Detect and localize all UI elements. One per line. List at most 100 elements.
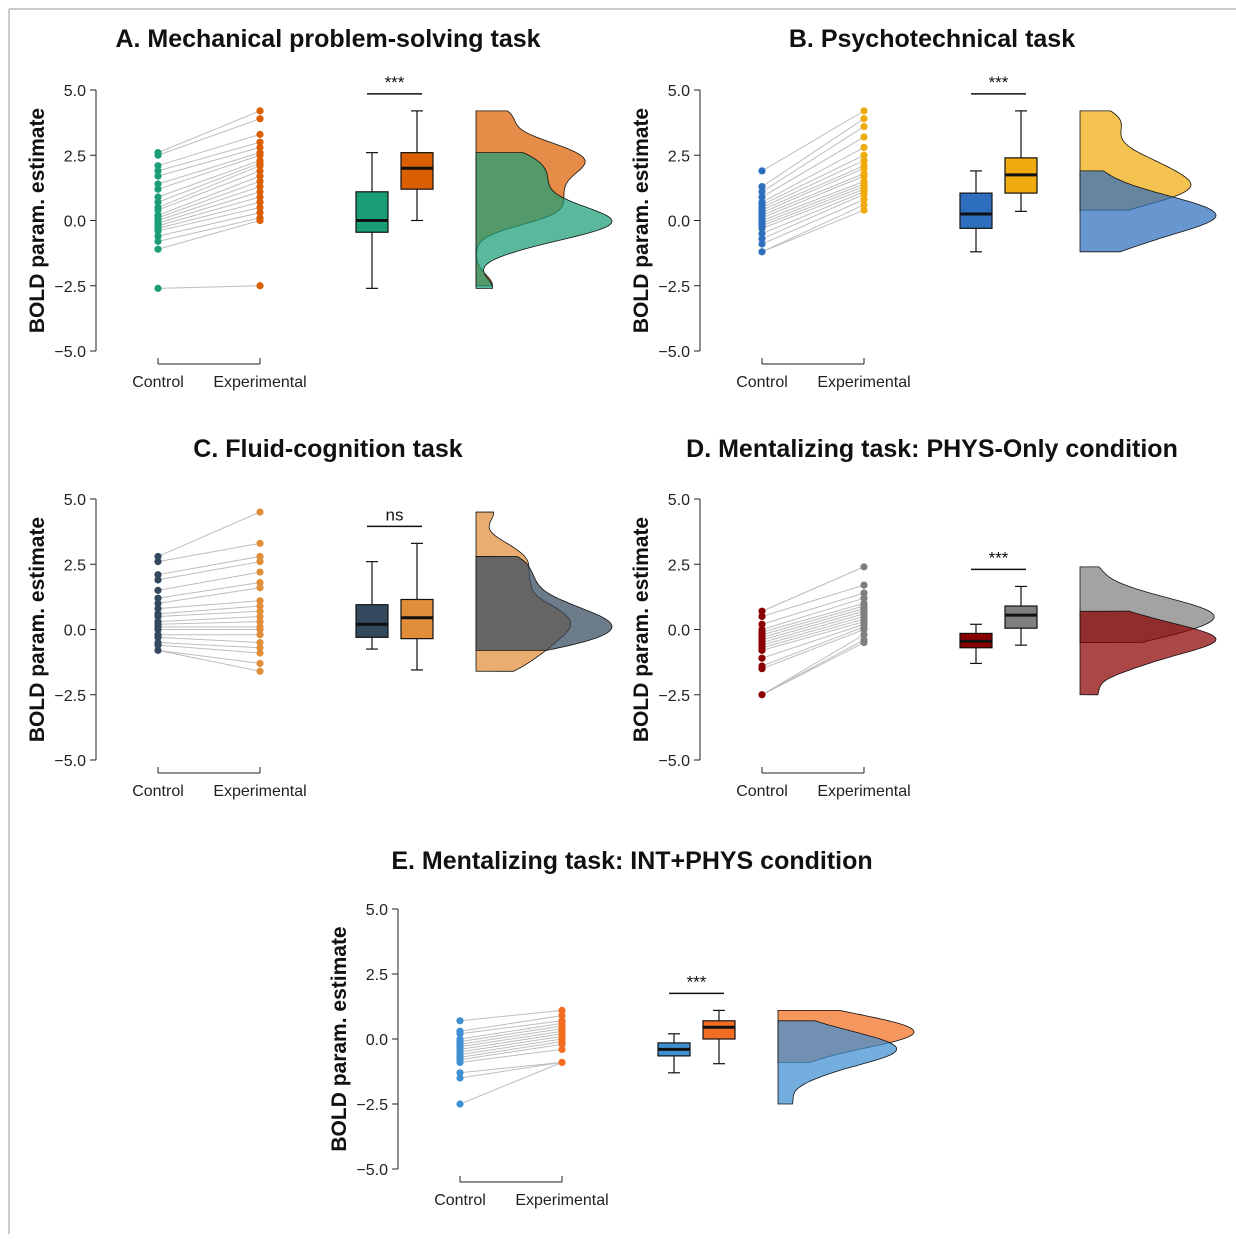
control-point <box>758 188 766 196</box>
y-axis-label: BOLD param. estimate <box>26 517 49 742</box>
experimental-box-body <box>702 1020 736 1040</box>
y-tick-label: 2.5 <box>64 557 86 574</box>
paired-line <box>157 141 261 172</box>
experimental-point <box>558 1040 566 1048</box>
paired-line <box>157 542 261 563</box>
experimental-point <box>256 138 264 146</box>
paired-line <box>157 133 261 167</box>
experimental-point <box>256 552 264 561</box>
paired-line <box>459 1020 563 1035</box>
panel-title: E. Mentalizing task: INT+PHYS condition <box>391 847 872 875</box>
paired-line <box>157 555 261 576</box>
experimental-point <box>860 563 868 571</box>
paired-line <box>157 212 261 237</box>
control-point <box>758 240 766 248</box>
paired-line <box>761 592 865 625</box>
y-tick-label: −5.0 <box>658 753 690 770</box>
paired-line <box>157 511 261 557</box>
paired-line <box>761 183 865 224</box>
y-tick-label: 2.5 <box>668 148 690 165</box>
paired-line <box>761 642 865 696</box>
y-axis-label: BOLD param. estimate <box>630 517 653 742</box>
experimental-point <box>256 167 264 175</box>
paired-line <box>761 160 865 208</box>
paired-line <box>157 561 261 581</box>
y-tick-label: 0.0 <box>64 623 86 640</box>
paired-line <box>761 136 865 198</box>
control-box-body <box>959 192 993 229</box>
paired-line <box>157 110 261 154</box>
paired-line <box>761 605 865 636</box>
paired-line <box>157 605 261 615</box>
paired-line <box>459 1009 563 1022</box>
control-point <box>758 182 766 191</box>
control-density <box>1079 170 1217 253</box>
experimental-point <box>256 539 264 547</box>
experimental-point <box>558 1058 566 1066</box>
control-density <box>475 555 613 651</box>
paired-line <box>761 209 865 253</box>
paired-line <box>157 118 261 156</box>
experimental-point <box>256 188 264 196</box>
paired-line <box>761 602 865 633</box>
paired-line <box>157 165 261 208</box>
panel-title: A. Mechanical problem-solving task <box>115 25 540 53</box>
experimental-point <box>256 649 264 657</box>
control-point <box>154 193 162 201</box>
paired-line <box>157 615 261 623</box>
experimental-point <box>256 597 264 605</box>
significance-label: *** <box>385 73 405 92</box>
y-tick-label: 0.0 <box>668 214 690 231</box>
y-tick-label: 5.0 <box>64 492 86 509</box>
paired-line <box>761 188 865 229</box>
paired-line <box>157 649 261 664</box>
paired-line <box>761 618 865 649</box>
control-box-body <box>355 604 389 638</box>
paired-line <box>459 1043 563 1061</box>
paired-line <box>157 621 261 625</box>
experimental-point <box>256 578 264 587</box>
y-tick-label: 0.0 <box>366 1032 388 1049</box>
experimental-point <box>860 581 868 589</box>
paired-line <box>157 162 261 203</box>
paired-line <box>459 1061 563 1105</box>
paired-line <box>761 608 865 638</box>
control-point <box>758 235 766 243</box>
experimental-point <box>860 190 868 198</box>
paired-line <box>157 152 261 185</box>
y-tick-label: −2.5 <box>54 279 86 296</box>
x-tick-label-control: Control <box>736 783 788 800</box>
x-tick-label-control: Control <box>132 783 184 800</box>
experimental-point <box>558 1006 566 1015</box>
control-point <box>154 198 162 206</box>
control-point <box>456 1017 464 1025</box>
experimental-point <box>860 206 868 214</box>
control-point <box>154 162 162 170</box>
y-tick-label: 2.5 <box>668 557 690 574</box>
experimental-point <box>860 133 868 141</box>
significance-label: *** <box>989 73 1009 92</box>
control-point <box>154 605 162 613</box>
paired-line <box>157 610 261 617</box>
panel-d: D. Mentalizing task: PHYS-Only condition… <box>630 435 1217 800</box>
paired-line <box>157 206 261 232</box>
control-point <box>154 599 162 608</box>
paired-line <box>761 175 865 219</box>
paired-line <box>761 180 865 221</box>
paired-line <box>761 566 865 612</box>
control-point <box>154 237 162 245</box>
paired-line <box>761 154 865 206</box>
experimental-point <box>860 638 868 647</box>
paired-line <box>459 1030 563 1048</box>
paired-line <box>459 1015 563 1032</box>
x-tick-label-experimental: Experimental <box>817 374 910 391</box>
paired-line <box>157 170 261 211</box>
experimental-point <box>558 1012 566 1020</box>
paired-line <box>157 600 261 610</box>
experimental-point <box>256 612 264 621</box>
experimental-point <box>256 625 264 634</box>
x-tick-label-control: Control <box>434 1192 486 1209</box>
paired-line <box>761 191 865 235</box>
control-point <box>154 185 162 193</box>
paired-line <box>157 201 261 229</box>
